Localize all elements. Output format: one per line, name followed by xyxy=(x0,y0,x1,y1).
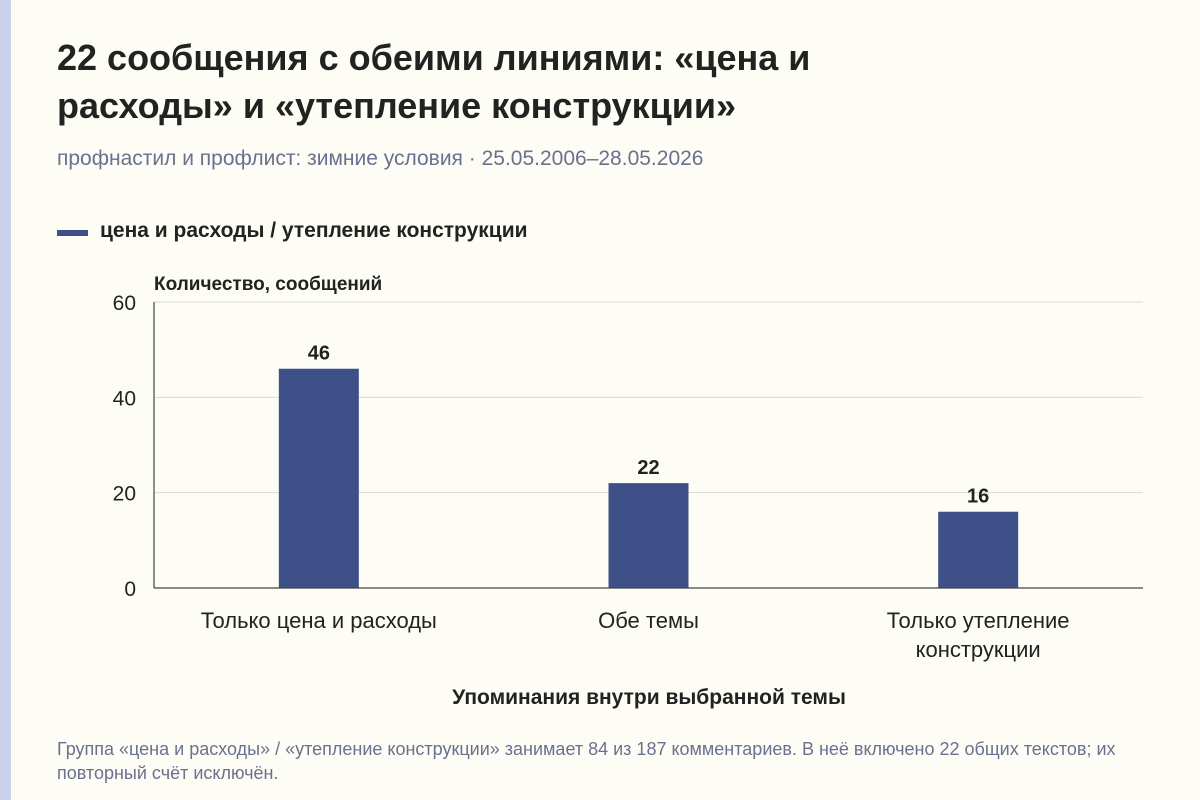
chart-title-line-2: расходы» и «утепление конструкции» xyxy=(57,85,737,126)
labels: 0 20 40 60 46 Только цена и расходы 22 Обе темы… xyxy=(113,292,1070,662)
data-label: 46 xyxy=(308,343,330,365)
chart-subtitle: профнастил и профлист: зимние условия · … xyxy=(57,147,704,170)
bar xyxy=(938,511,1019,588)
y-tick-label: 40 xyxy=(113,387,136,410)
y-tick-label: 0 xyxy=(124,578,136,601)
x-axis-title: Упоминания внутри выбранной темы xyxy=(452,686,846,709)
bar xyxy=(278,368,359,588)
y-axis-label: Количество, сообщений xyxy=(154,274,383,295)
chart-title: 22 сообщения с обеими линиями: «цена и р… xyxy=(57,34,1057,130)
axes xyxy=(153,302,1143,589)
legend-label: цена и расходы / утепление конструкции xyxy=(100,219,528,242)
x-tick-label: Только цена и расходы xyxy=(201,608,437,633)
chart-title-line-1: 22 сообщения с обеими линиями: «цена и xyxy=(57,37,811,78)
x-tick-label: конструкции xyxy=(916,637,1041,662)
y-tick-label: 20 xyxy=(113,483,136,506)
footnote: Группа «цена и расходы» / «утепление кон… xyxy=(57,739,1116,783)
left-accent-stripe xyxy=(0,0,11,800)
legend-swatch xyxy=(57,229,88,236)
bar xyxy=(608,483,689,588)
legend: цена и расходы / утепление конструкции xyxy=(57,219,528,243)
x-tick-label: Только утепление xyxy=(887,608,1070,633)
data-label: 22 xyxy=(637,457,659,479)
data-label: 16 xyxy=(967,486,989,508)
x-tick-label: Обе темы xyxy=(598,608,699,633)
y-tick-label: 60 xyxy=(113,292,136,315)
bars xyxy=(278,368,1019,588)
